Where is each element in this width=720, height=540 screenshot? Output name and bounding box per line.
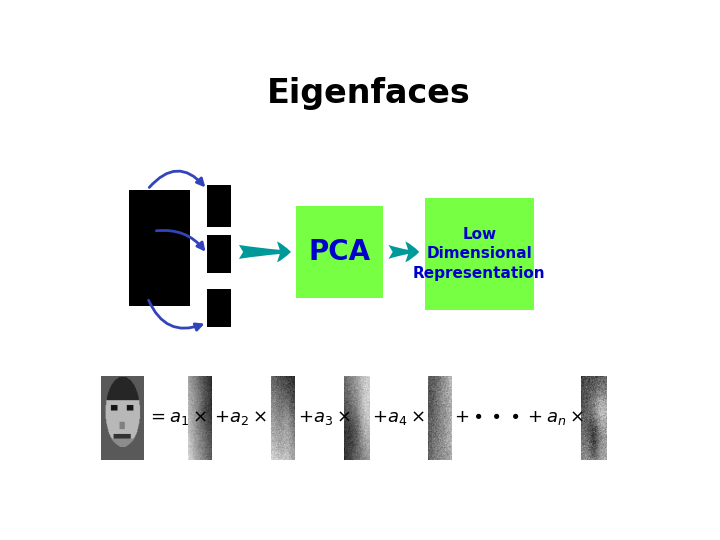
Text: $+\bullet\bullet\bullet+a_n\times$: $+\bullet\bullet\bullet+a_n\times$ <box>454 409 583 427</box>
Text: Low
Dimensional
Representation: Low Dimensional Representation <box>413 227 546 281</box>
Text: $+ a_3\times$: $+ a_3\times$ <box>297 409 351 427</box>
Text: PCA: PCA <box>309 238 371 266</box>
Bar <box>297 206 383 298</box>
Text: $= a_1\times$: $= a_1\times$ <box>147 409 207 427</box>
Text: $+ a_2\times$: $+ a_2\times$ <box>214 409 266 427</box>
Bar <box>207 289 230 327</box>
Bar <box>207 185 230 227</box>
Bar <box>207 235 230 273</box>
Text: Eigenfaces: Eigenfaces <box>267 77 471 110</box>
Text: $+ a_4\times$: $+ a_4\times$ <box>372 409 425 427</box>
Bar <box>425 198 534 310</box>
Bar <box>129 190 190 306</box>
